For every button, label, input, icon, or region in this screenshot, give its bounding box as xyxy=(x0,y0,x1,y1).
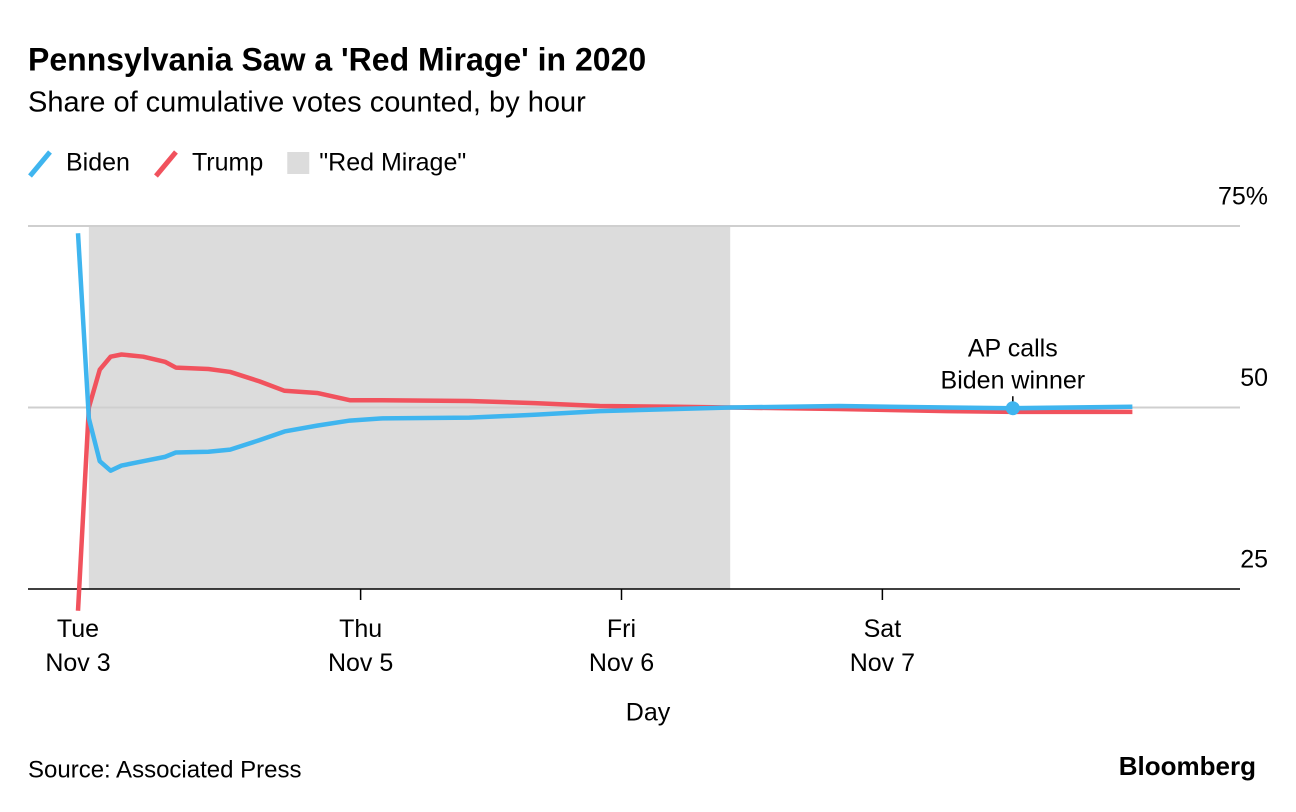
legend-swatch xyxy=(28,150,52,178)
x-tick-label: Thu Nov 5 xyxy=(327,615,394,677)
x-tick-label: Fri Nov 6 xyxy=(588,615,655,677)
y-tick-label: 25 xyxy=(1240,546,1268,574)
series-line xyxy=(75,233,1133,473)
y-tick-label: 50 xyxy=(1240,364,1268,392)
legend-swatch xyxy=(287,152,310,174)
y-tick-label: 75% xyxy=(1218,183,1268,211)
legend-label: Trump xyxy=(192,149,263,177)
annotation-text: AP calls xyxy=(968,335,1058,363)
x-axis-title: Day xyxy=(626,699,671,727)
x-tick-label: Tue Nov 3 xyxy=(45,615,111,677)
chart-subtitle: Share of cumulative votes counted, by ho… xyxy=(28,87,586,119)
legend-label: "Red Mirage" xyxy=(319,149,466,177)
annotation-text: Biden winner xyxy=(941,367,1086,395)
brand: Bloomberg xyxy=(1119,751,1256,781)
legend-swatch xyxy=(154,150,178,178)
legend-label: Biden xyxy=(66,149,130,177)
x-tick-label: Sat Nov 7 xyxy=(849,615,916,677)
chart-title: Pennsylvania Saw a 'Red Mirage' in 2020 xyxy=(28,41,646,77)
source: Source: Associated Press xyxy=(28,756,301,783)
annotation-point xyxy=(1005,401,1020,416)
